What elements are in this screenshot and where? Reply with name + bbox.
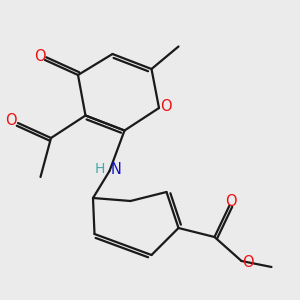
Text: H: H bbox=[94, 163, 105, 176]
Text: O: O bbox=[160, 99, 171, 114]
Text: O: O bbox=[225, 194, 237, 209]
Text: O: O bbox=[242, 255, 253, 270]
Text: O: O bbox=[34, 50, 45, 64]
Text: N: N bbox=[111, 162, 122, 177]
Text: O: O bbox=[5, 113, 16, 128]
